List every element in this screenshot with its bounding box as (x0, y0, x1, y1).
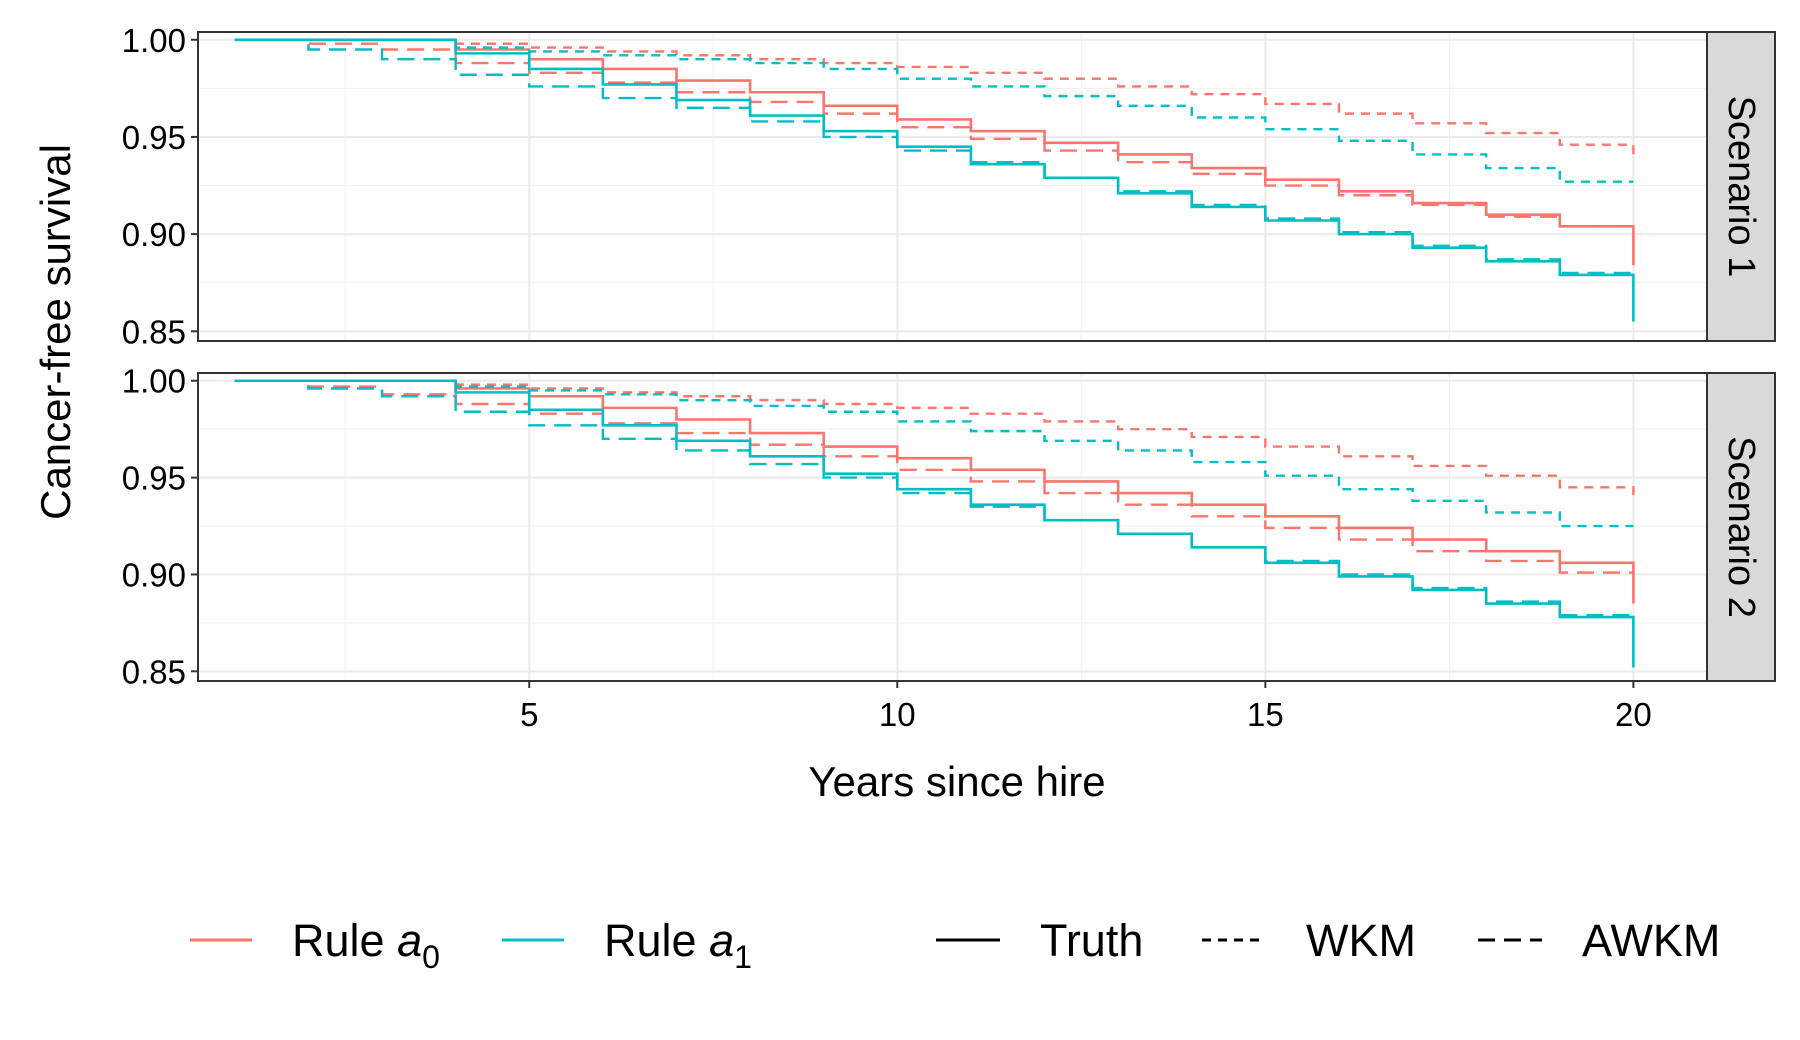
legend-label-wkm: WKM (1306, 915, 1416, 966)
series-rule_a0-wkm (234, 38, 1635, 155)
y-tick-label: 1.00 (122, 363, 186, 400)
legend: Rule a0 Rule a1 Truth WKM AWKM (190, 915, 1720, 975)
series-rule_a1-truth (234, 38, 1635, 322)
legend-label-awkm: AWKM (1582, 915, 1720, 966)
series-rule_a1-wkm (234, 38, 1634, 183)
y-axis-title: Cancer-free survival (32, 144, 79, 520)
x-tick-label: 20 (1615, 696, 1652, 733)
x-tick-label: 5 (520, 696, 538, 733)
y-tick-label: 0.90 (122, 216, 186, 253)
strip-label: Scenario 2 (1720, 436, 1762, 618)
x-axis: 5 10 15 20 (520, 681, 1652, 733)
series-rule_a1-wkm (234, 379, 1634, 528)
strip-background (1706, 372, 1776, 682)
legend-label-rule_a0: Rule a0 (292, 915, 440, 975)
series-group (234, 379, 1635, 668)
y-tick-label: 0.85 (122, 653, 186, 690)
y-tick-label: 1.00 (122, 22, 186, 59)
series-rule_a0-awkm (234, 38, 1635, 229)
series-rule_a1-awkm (234, 379, 1635, 618)
legend-label-rule_a1: Rule a1 (604, 915, 752, 975)
series-group (234, 38, 1635, 322)
y-tick-label: 0.85 (122, 313, 186, 350)
y-tick-label: 0.90 (122, 556, 186, 593)
series-rule_a1-awkm (234, 38, 1635, 275)
strip-label: Scenario 1 (1720, 96, 1762, 278)
strip-background (1706, 31, 1776, 342)
panel-1: 0.85 0.90 0.95 1.00 Scenario 1 (122, 22, 1776, 350)
legend-label-truth: Truth (1040, 915, 1143, 966)
x-tick-label: 10 (879, 696, 916, 733)
x-tick-label: 15 (1247, 696, 1284, 733)
panel-2: 0.85 0.90 0.95 1.00 Scenario 2 (122, 363, 1776, 690)
series-rule_a0-awkm (234, 379, 1635, 575)
y-tick-label: 0.95 (122, 119, 186, 156)
x-axis-title: Years since hire (808, 758, 1105, 805)
y-tick-label: 0.95 (122, 460, 186, 497)
panels-layer: 0.85 0.90 0.95 1.00 Scenario 1 0.85 0.90 0.95 1.… (122, 22, 1776, 690)
series-rule_a0-wkm (234, 379, 1635, 499)
